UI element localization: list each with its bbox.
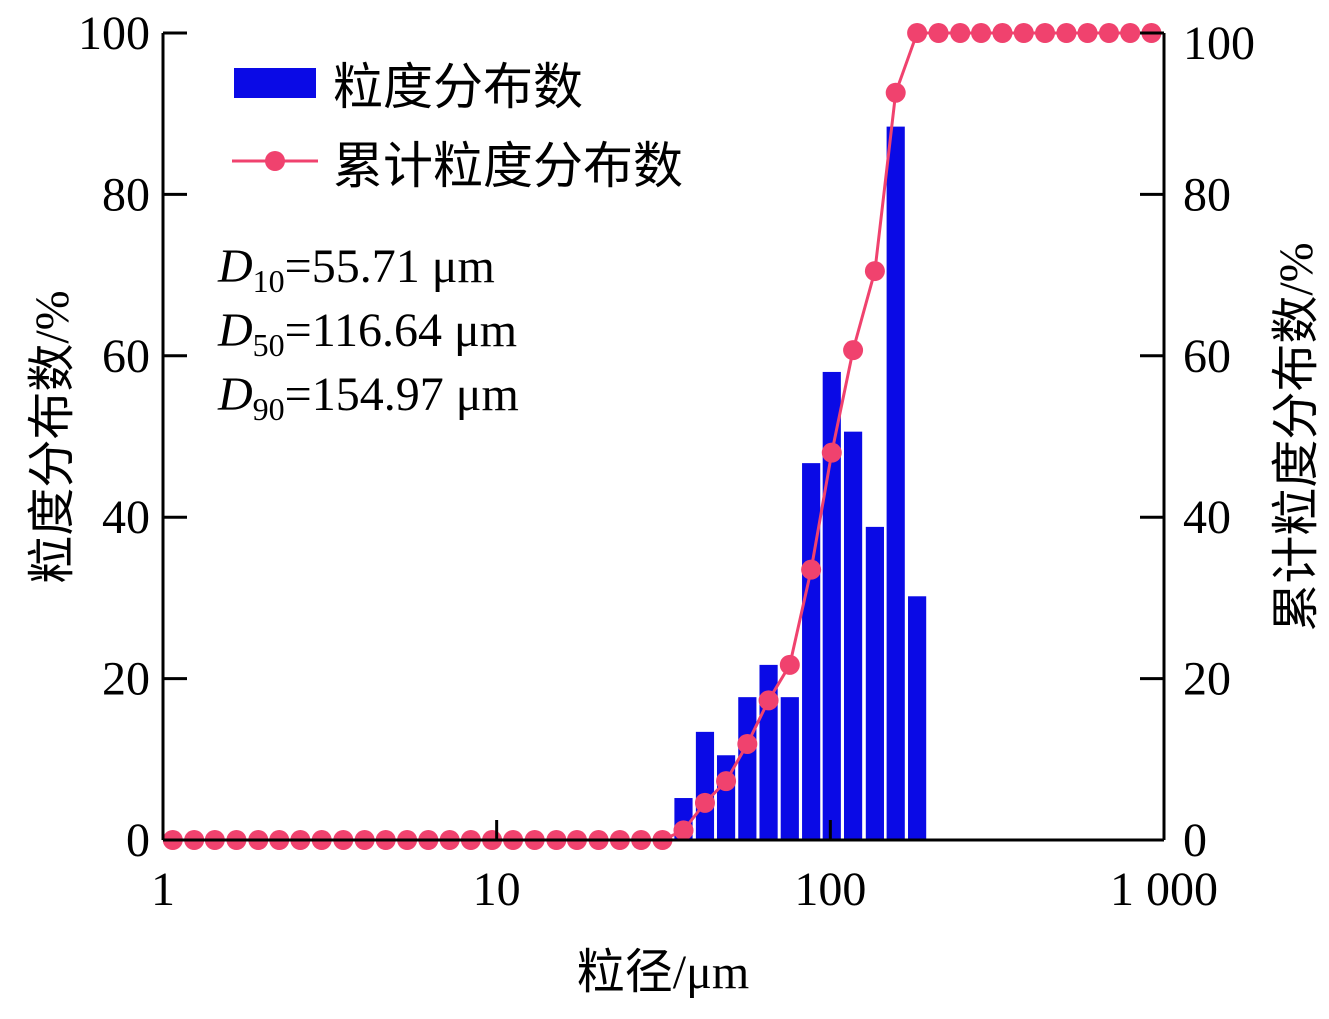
cumulative-point [928, 23, 949, 43]
bar [738, 697, 757, 840]
cumulative-point [821, 442, 842, 463]
d-subscript: 50 [253, 327, 285, 363]
cumulative-point [885, 82, 906, 103]
bar [865, 526, 884, 840]
x-tick-label: 1 [151, 863, 175, 916]
y-tick-label-right: 40 [1183, 491, 1231, 544]
cumulative-point [950, 23, 971, 43]
y-tick-label-left: 20 [102, 653, 150, 706]
cumulative-point [694, 792, 715, 813]
d-subscript: 10 [253, 263, 285, 299]
cumulative-point [1013, 23, 1034, 43]
cumulative-point [971, 23, 992, 43]
y-tick-label-right: 20 [1183, 653, 1231, 706]
x-tick-label: 1 000 [1110, 863, 1218, 916]
y-tick-label-right: 100 [1183, 17, 1255, 70]
cumulative-point [907, 23, 928, 43]
d-symbol: D [217, 240, 253, 293]
legend-line-marker [265, 151, 285, 171]
d-symbol: D [217, 304, 253, 357]
bar [843, 431, 863, 840]
tick-labels: 0 0 20 20 40 40 60 60 80 80 100 100 1 10 100 1 000 [78, 7, 1255, 916]
legend-bar-label: 粒度分布数 [333, 59, 583, 115]
x-tick-label: 10 [473, 863, 521, 916]
y-tick-label-left: 0 [126, 814, 150, 867]
d-value-annotation: D90=154.97 μm [217, 368, 519, 427]
cumulative-point [992, 23, 1013, 43]
y-tick-label-right: 80 [1183, 168, 1231, 221]
y-tick-label-left: 60 [102, 330, 150, 383]
cumulative-point [1098, 23, 1119, 43]
bar [908, 596, 927, 840]
legend-bar-swatch [234, 68, 316, 98]
cumulative-point [864, 261, 885, 282]
cumulative-point [758, 690, 779, 711]
y-tick-label-left: 100 [78, 7, 150, 60]
legend: 粒度分布数 累计粒度分布数 [232, 59, 683, 194]
d-value-annotation: D50=116.64 μm [217, 304, 517, 363]
cumulative-point [1035, 23, 1056, 43]
bar [886, 126, 905, 840]
bar [802, 463, 821, 840]
cumulative-point [1056, 23, 1077, 43]
y-tick-label-left: 40 [102, 491, 150, 544]
cumulative-point [1077, 23, 1098, 43]
cumulative-point [801, 559, 822, 580]
cumulative-point [1120, 23, 1141, 43]
cumulative-point [779, 654, 800, 675]
y-tick-label-right: 60 [1183, 330, 1231, 383]
d-value: =116.64 μm [285, 304, 517, 357]
legend-line-label: 累计粒度分布数 [333, 138, 683, 194]
axes [161, 31, 1166, 842]
x-axis-label: 粒径/μm [577, 946, 749, 999]
bar [780, 697, 799, 840]
d-value-annotation: D10=55.71 μm [217, 240, 495, 299]
y-tick-label-right: 0 [1183, 814, 1207, 867]
d-symbol: D [217, 368, 253, 421]
y-axis-label-left: 粒度分布数/% [26, 290, 79, 583]
d-value: =55.71 μm [285, 240, 495, 293]
bar [822, 371, 841, 840]
cumulative-point [737, 733, 758, 754]
bar-series [674, 126, 927, 840]
cumulative-point [843, 340, 864, 361]
cumulative-point [673, 820, 694, 841]
d-subscript: 90 [253, 391, 285, 427]
bar [695, 731, 715, 840]
cumulative-point [716, 771, 737, 792]
y-tick-label-left: 80 [102, 168, 150, 221]
x-tick-label: 100 [794, 863, 866, 916]
y-axis-label-right: 累计粒度分布数/% [1270, 242, 1323, 631]
d-value: =154.97 μm [285, 368, 519, 421]
